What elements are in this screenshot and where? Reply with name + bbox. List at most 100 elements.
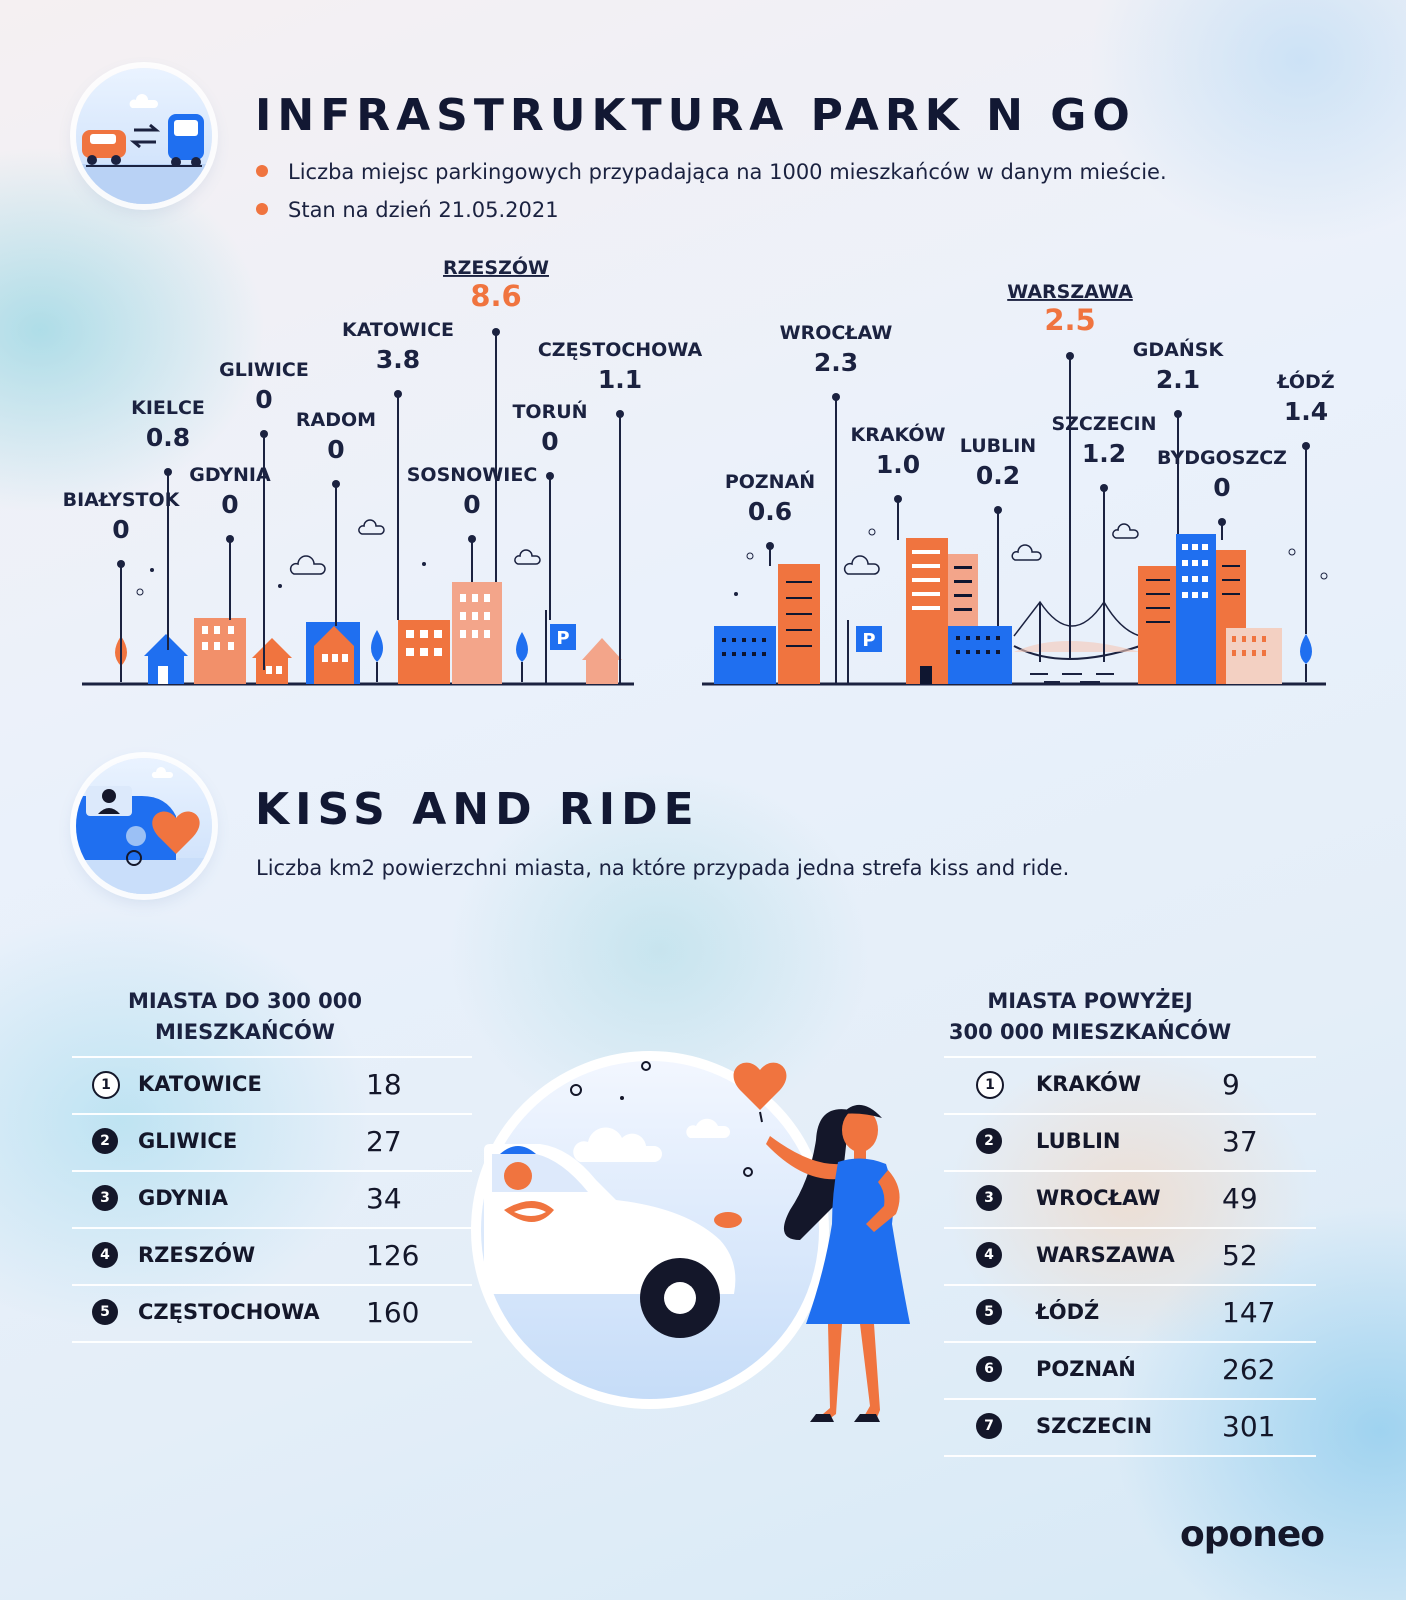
table-row: 4 RZESZÓW 126 [72, 1227, 472, 1284]
kiss-and-ride-subtitle: Liczba km2 powierzchni miasta, na które … [256, 856, 1070, 880]
park-n-go-large-cities-chart: P [702, 281, 1335, 686]
rank-city: LUBLIN [1036, 1129, 1121, 1153]
rank-number: 5 [976, 1299, 1002, 1325]
heading-line: MIASTA POWYŻEJ [987, 989, 1193, 1013]
city-name-label: GDAŃSK [1133, 338, 1225, 361]
city-name-label: POZNAŃ [725, 470, 815, 493]
rank-value: 18 [366, 1068, 402, 1101]
pin-dot [117, 560, 125, 568]
rank-city: RZESZÓW [138, 1243, 256, 1267]
oponeo-logo: oponeo [1180, 1514, 1325, 1555]
city-name-label: GLIWICE [219, 359, 309, 381]
city-value-label: 3.8 [376, 345, 420, 374]
rank-value: 160 [366, 1296, 420, 1329]
table-row: 1 KATOWICE 18 [72, 1056, 472, 1113]
small-cities-table: 1 KATOWICE 18 2 GLIWICE 27 3 GDYNIA 34 4 RZESZÓW 12… [72, 1056, 472, 1343]
heading-line: MIESZKAŃCÓW [155, 1020, 335, 1044]
city-pin-wrocław: WROCŁAW 2.3 [780, 322, 892, 684]
city-name-label: RADOM [296, 409, 376, 431]
bullet-text: Stan na dzień 21.05.2021 [288, 198, 559, 222]
pin-dot [492, 328, 500, 336]
table-row: 2 GLIWICE 27 [72, 1113, 472, 1170]
city-value-label: 2.1 [1156, 365, 1200, 394]
city-value-label: 0.8 [146, 423, 190, 452]
city-pin-szczecin: SZCZECIN 1.2 [1051, 413, 1157, 630]
city-pin-toruń: TORUŃ 0 [512, 400, 588, 620]
city-pin-kielce: KIELCE 0.8 [131, 397, 205, 650]
city-value-label: 1.0 [876, 450, 920, 479]
park-n-go-bullet-2: Stan na dzień 21.05.2021 [256, 198, 559, 222]
pin-dot [394, 390, 402, 398]
kiss-and-ride-title: KISS AND RIDE [255, 784, 700, 835]
table-row: 2 LUBLIN 37 [944, 1113, 1316, 1170]
city-value-label: 0.2 [976, 461, 1020, 490]
city-value-label: 1.4 [1284, 397, 1328, 426]
rank-value: 37 [1222, 1125, 1258, 1158]
pin-dot [164, 468, 172, 476]
city-name-label: TORUŃ [512, 400, 587, 423]
small-cities-heading: MIASTA DO 300 000 MIESZKAŃCÓW [72, 986, 418, 1048]
table-row: 3 WROCŁAW 49 [944, 1170, 1316, 1227]
city-name-label: GDYNIA [189, 464, 271, 486]
pin-dot [1100, 484, 1108, 492]
city-name-label: KIELCE [131, 397, 205, 419]
park-n-go-icon [76, 68, 212, 204]
rank-value: 147 [1222, 1296, 1276, 1329]
rank-city: GDYNIA [138, 1186, 228, 1210]
kiss-and-ride-illustration [470, 1050, 970, 1470]
city-pin-lublin: LUBLIN 0.2 [960, 435, 1036, 626]
city-value-label: 0 [112, 515, 129, 544]
rank-value: 52 [1222, 1239, 1258, 1272]
city-name-label: SOSNOWIEC [407, 464, 538, 486]
city-value-label: 0 [1213, 473, 1230, 502]
park-n-go-left-pins: BIAŁYSTOK 0 KIELCE 0.8 GDYNIA 0 GLIWICE 0 RADOM 0… [63, 255, 702, 684]
rank-number: 3 [976, 1185, 1002, 1211]
city-value-label: 0 [541, 427, 558, 456]
large-cities-table: 1 KRAKÓW 9 2 LUBLIN 37 3 WROCŁAW 49 4 WARSZAWA 52 5 Ł… [944, 1056, 1316, 1457]
city-name-label: KRAKÓW [850, 422, 945, 446]
table-row: 5 CZĘSTOCHOWA 160 [72, 1284, 472, 1343]
park-n-go-title: INFRASTRUKTURA PARK N GO [255, 90, 1136, 141]
pin-dot [616, 410, 624, 418]
city-value-label: 0 [255, 385, 272, 414]
city-value-label: 0.6 [748, 497, 792, 526]
rank-value: 49 [1222, 1182, 1258, 1215]
rank-number: 4 [92, 1242, 118, 1268]
park-n-go-bullet-1: Liczba miejsc parkingowych przypadająca … [256, 160, 1167, 184]
bullet-dot [256, 203, 268, 215]
rank-value: 34 [366, 1182, 402, 1215]
large-cities-heading: MIASTA POWYŻEJ 300 000 MIESZKAŃCÓW [930, 986, 1250, 1048]
pin-dot [766, 542, 774, 550]
pin-dot [226, 535, 234, 543]
pin-dot [1218, 518, 1226, 526]
city-name-label: BYDGOSZCZ [1157, 447, 1287, 469]
rank-number: 4 [976, 1242, 1002, 1268]
rank-city: WROCŁAW [1036, 1186, 1161, 1210]
rank-value: 301 [1222, 1410, 1276, 1443]
city-pin-radom: RADOM 0 [296, 409, 376, 626]
pin-dot [994, 506, 1002, 514]
rank-value: 27 [366, 1125, 402, 1158]
city-pin-gdańsk: GDAŃSK 2.1 [1133, 338, 1225, 534]
table-row: 4 WARSZAWA 52 [944, 1227, 1316, 1284]
skyline-buildings: P [702, 523, 1328, 686]
pin-dot [546, 472, 554, 480]
city-value-label: 8.6 [470, 279, 521, 313]
city-value-label: 1.1 [598, 365, 642, 394]
pin-dot [1174, 410, 1182, 418]
rank-number: 6 [976, 1356, 1002, 1382]
rank-number: 5 [92, 1299, 118, 1325]
bullet-text: Liczba miejsc parkingowych przypadająca … [288, 160, 1167, 184]
pin-dot [260, 430, 268, 438]
table-row: 7 SZCZECIN 301 [944, 1398, 1316, 1457]
rank-city: SZCZECIN [1036, 1414, 1153, 1438]
city-name-label: KATOWICE [342, 319, 454, 341]
city-pin-gliwice: GLIWICE 0 [219, 359, 309, 670]
city-value-label: 1.2 [1082, 439, 1126, 468]
rank-city: CZĘSTOCHOWA [138, 1300, 320, 1324]
city-pin-białystok: BIAŁYSTOK 0 [63, 489, 181, 680]
parking-sign-label: P [862, 630, 875, 651]
city-name-label: LUBLIN [960, 435, 1036, 457]
